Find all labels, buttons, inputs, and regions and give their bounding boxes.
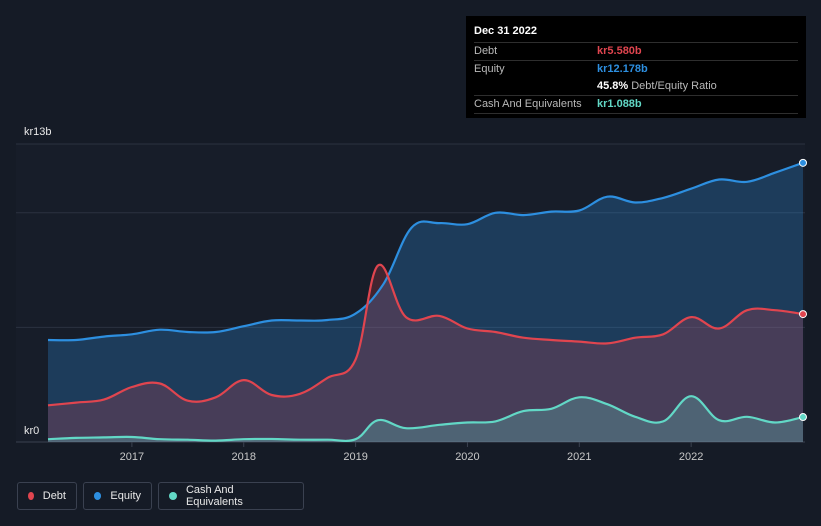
tooltip-row-equity: Equity kr12.178b xyxy=(474,60,798,78)
legend-debt-label: Debt xyxy=(42,490,66,502)
tooltip-cash-label: Cash And Equivalents xyxy=(474,98,582,110)
tooltip-cash-value: kr1.088b xyxy=(597,98,642,110)
endpoint-cash-and-equivalents xyxy=(799,413,807,422)
endpoint-debt xyxy=(799,310,807,319)
legend-equity[interactable]: Equity xyxy=(83,482,152,510)
x-tick-label: 2020 xyxy=(455,451,479,463)
tooltip-equity-value: kr12.178b xyxy=(597,63,648,75)
area-debt xyxy=(48,264,803,442)
x-tick-label: 2018 xyxy=(231,451,255,463)
x-tick-label: 2021 xyxy=(567,451,591,463)
plot-background xyxy=(16,144,805,442)
series-lines xyxy=(47,161,804,443)
tooltip-equity-label: Equity xyxy=(474,63,505,75)
x-axis: 2017 2018 2019 2020 2021 2022 xyxy=(120,442,703,463)
y-tick-min: kr0 xyxy=(24,425,40,437)
x-tick-label: 2022 xyxy=(679,451,703,463)
y-tick-max: kr13b xyxy=(24,126,52,138)
tooltip-date: Dec 31 2022 xyxy=(474,25,537,37)
x-tick-label: 2017 xyxy=(120,451,144,463)
legend-debt-dot xyxy=(28,492,34,500)
legend-cash-label: Cash And Equivalents xyxy=(185,484,243,508)
tooltip-ratio-label: Debt/Equity Ratio xyxy=(631,80,717,92)
legend-debt[interactable]: Debt xyxy=(17,482,77,510)
tooltip-debt-value: kr5.580b xyxy=(597,45,642,57)
line-equity xyxy=(47,161,804,342)
legend-cash[interactable]: Cash And Equivalents xyxy=(158,482,304,510)
tooltip-row-debt: Debt kr5.580b xyxy=(474,42,798,60)
line-cash-and-equivalents xyxy=(47,395,804,443)
x-tick-label: 2019 xyxy=(343,451,367,463)
tooltip-debt-label: Debt xyxy=(474,45,498,57)
area-equity xyxy=(48,162,803,443)
line-debt xyxy=(47,263,804,407)
grid-lines xyxy=(16,143,805,443)
tooltip-ratio-value: 45.8% xyxy=(597,80,629,92)
tooltip-row-ratio: 45.8% Debt/Equity Ratio xyxy=(474,78,798,95)
legend-equity-dot xyxy=(94,492,102,500)
tooltip-row-cash: Cash And Equivalents kr1.088b xyxy=(474,95,798,114)
legend-equity-label: Equity xyxy=(110,490,141,502)
endpoint-equity xyxy=(799,158,807,167)
legend-cash-dot xyxy=(169,492,177,500)
series-endpoints xyxy=(799,158,807,422)
tooltip: Dec 31 2022 Debt kr5.580b Equity kr12.17… xyxy=(466,16,806,118)
